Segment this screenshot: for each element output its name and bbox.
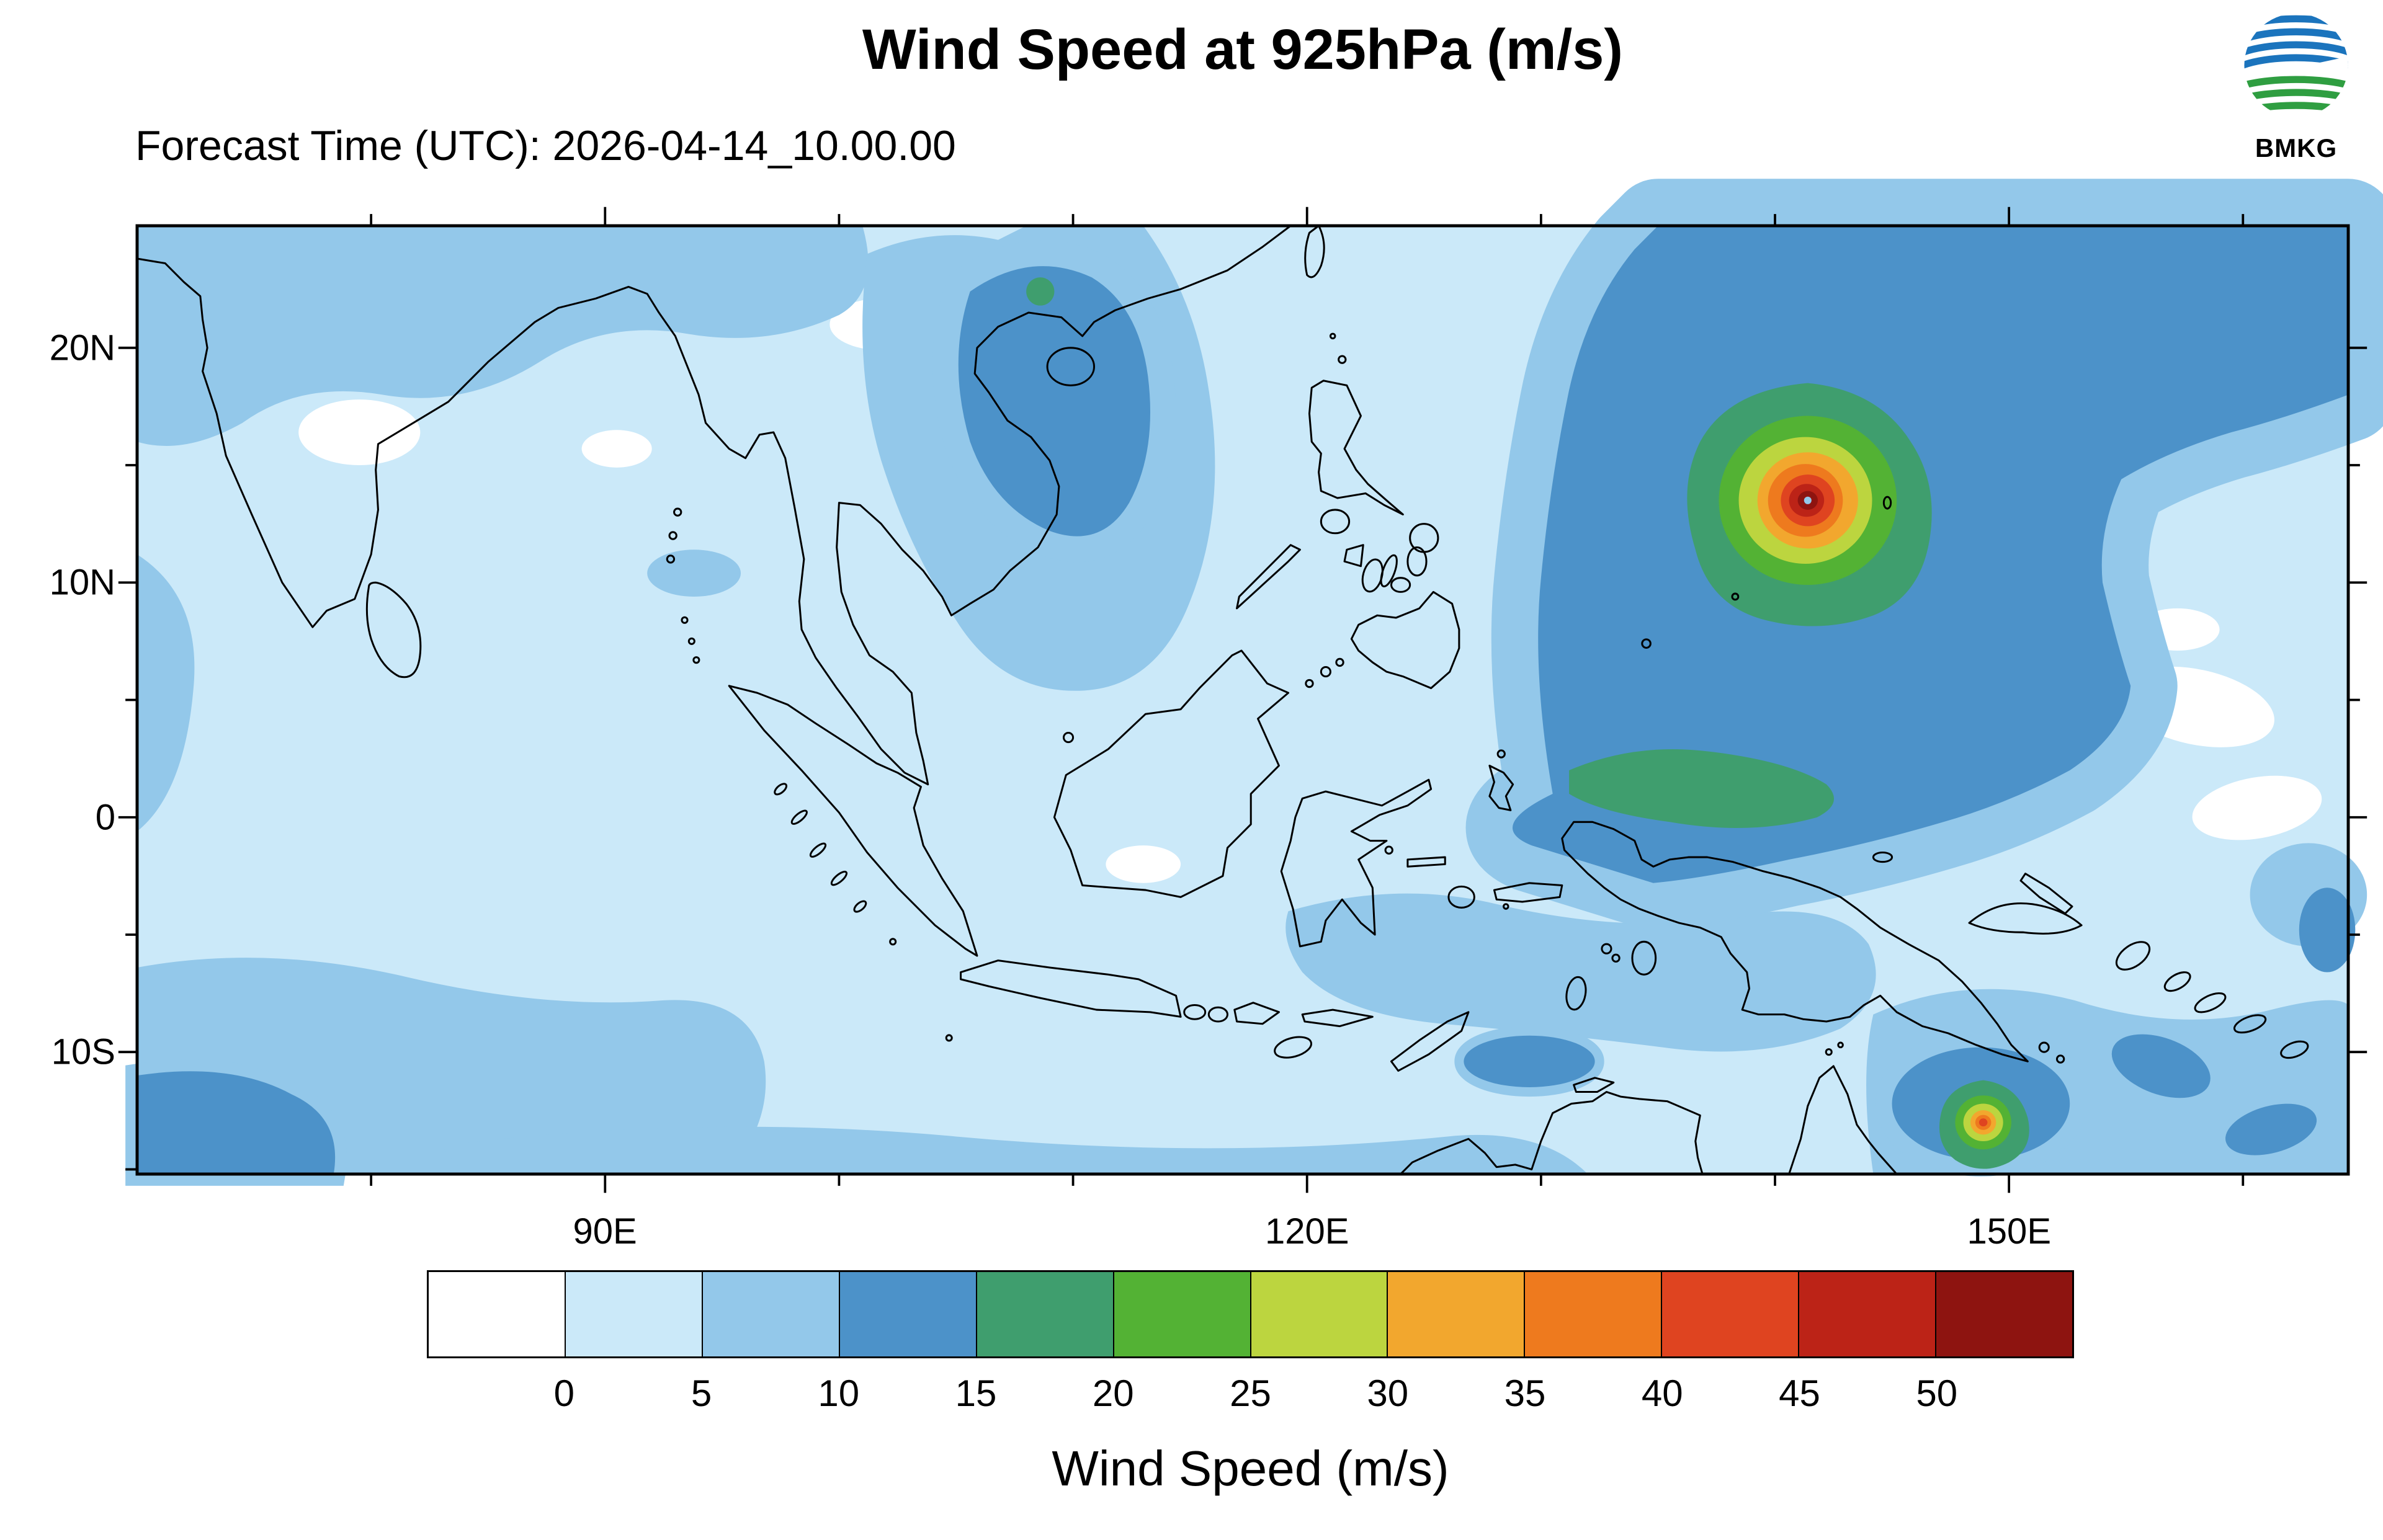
colorbar-tick-label: 15 (955, 1373, 997, 1414)
tropical-cyclone-primary (1687, 383, 1932, 626)
colorbar-tick-label: 0 (553, 1373, 575, 1414)
colorbar-cell-10 (1799, 1272, 1937, 1356)
lat-tick-label: 10N (49, 562, 115, 603)
bmkg-logo: BMKG (2231, 11, 2361, 163)
colorbar-tick-label: 5 (691, 1373, 712, 1414)
colorbar-tick-label: 30 (1367, 1373, 1409, 1414)
coastlines (136, 225, 2309, 1175)
colorbar-cell-6 (1251, 1272, 1388, 1356)
colorbar-tick-label: 20 (1092, 1373, 1134, 1414)
colorbar-cell-11 (1936, 1272, 2073, 1356)
page-title: Wind Speed at 925hPa (m/s) (862, 18, 1624, 81)
lon-tick-label: 90E (573, 1211, 637, 1252)
tropical-cyclone-secondary (1939, 1080, 2029, 1169)
lat-tick-label: 0 (95, 797, 115, 838)
forecast-time-label: Forecast Time (UTC): 2026-04-14_10.00.00 (135, 122, 956, 169)
wind-fill-layer (125, 179, 2383, 1186)
colorbar-tick-label: 45 (1779, 1373, 1820, 1414)
map-frame-ticks (118, 207, 2367, 1193)
colorbar-tick-label: 25 (1230, 1373, 1271, 1414)
colorbar-cell-5 (1114, 1272, 1251, 1356)
bmkg-logo-icon (2244, 13, 2348, 117)
colorbar-cell-0 (429, 1272, 566, 1356)
colorbar-cell-7 (1388, 1272, 1526, 1356)
colorbar-tick-label: 10 (818, 1373, 860, 1414)
map-canvas (118, 179, 2383, 1193)
colorbar-ticklabels: 0 5 10 15 20 25 30 35 40 45 50 (427, 1372, 2074, 1415)
lon-tick-label: 120E (1264, 1211, 1349, 1252)
colorbar (427, 1270, 2074, 1358)
colorbar-cell-1 (565, 1272, 703, 1356)
y-axis-labels: 20N 10N 0 10S (0, 226, 124, 1174)
colorbar-tick-label: 40 (1641, 1373, 1683, 1414)
colorbar-label: Wind Speed (m/s) (1052, 1441, 1449, 1496)
lat-tick-label: 20N (49, 327, 115, 368)
lon-tick-label: 150E (1967, 1211, 2052, 1252)
colorbar-cell-8 (1525, 1272, 1663, 1356)
colorbar-cell-2 (702, 1272, 840, 1356)
colorbar-tick-label: 35 (1504, 1373, 1546, 1414)
colorbar-cell-3 (839, 1272, 977, 1356)
bmkg-logo-text: BMKG (2255, 133, 2338, 162)
lat-tick-label: 10S (51, 1031, 115, 1072)
wind-speed-map (118, 179, 2383, 1193)
colorbar-cell-4 (977, 1272, 1114, 1356)
colorbar-tick-label: 50 (1916, 1373, 1958, 1414)
colorbar-cell-9 (1662, 1272, 1800, 1356)
x-axis-labels: 90E 120E 150E (137, 1211, 2348, 1266)
